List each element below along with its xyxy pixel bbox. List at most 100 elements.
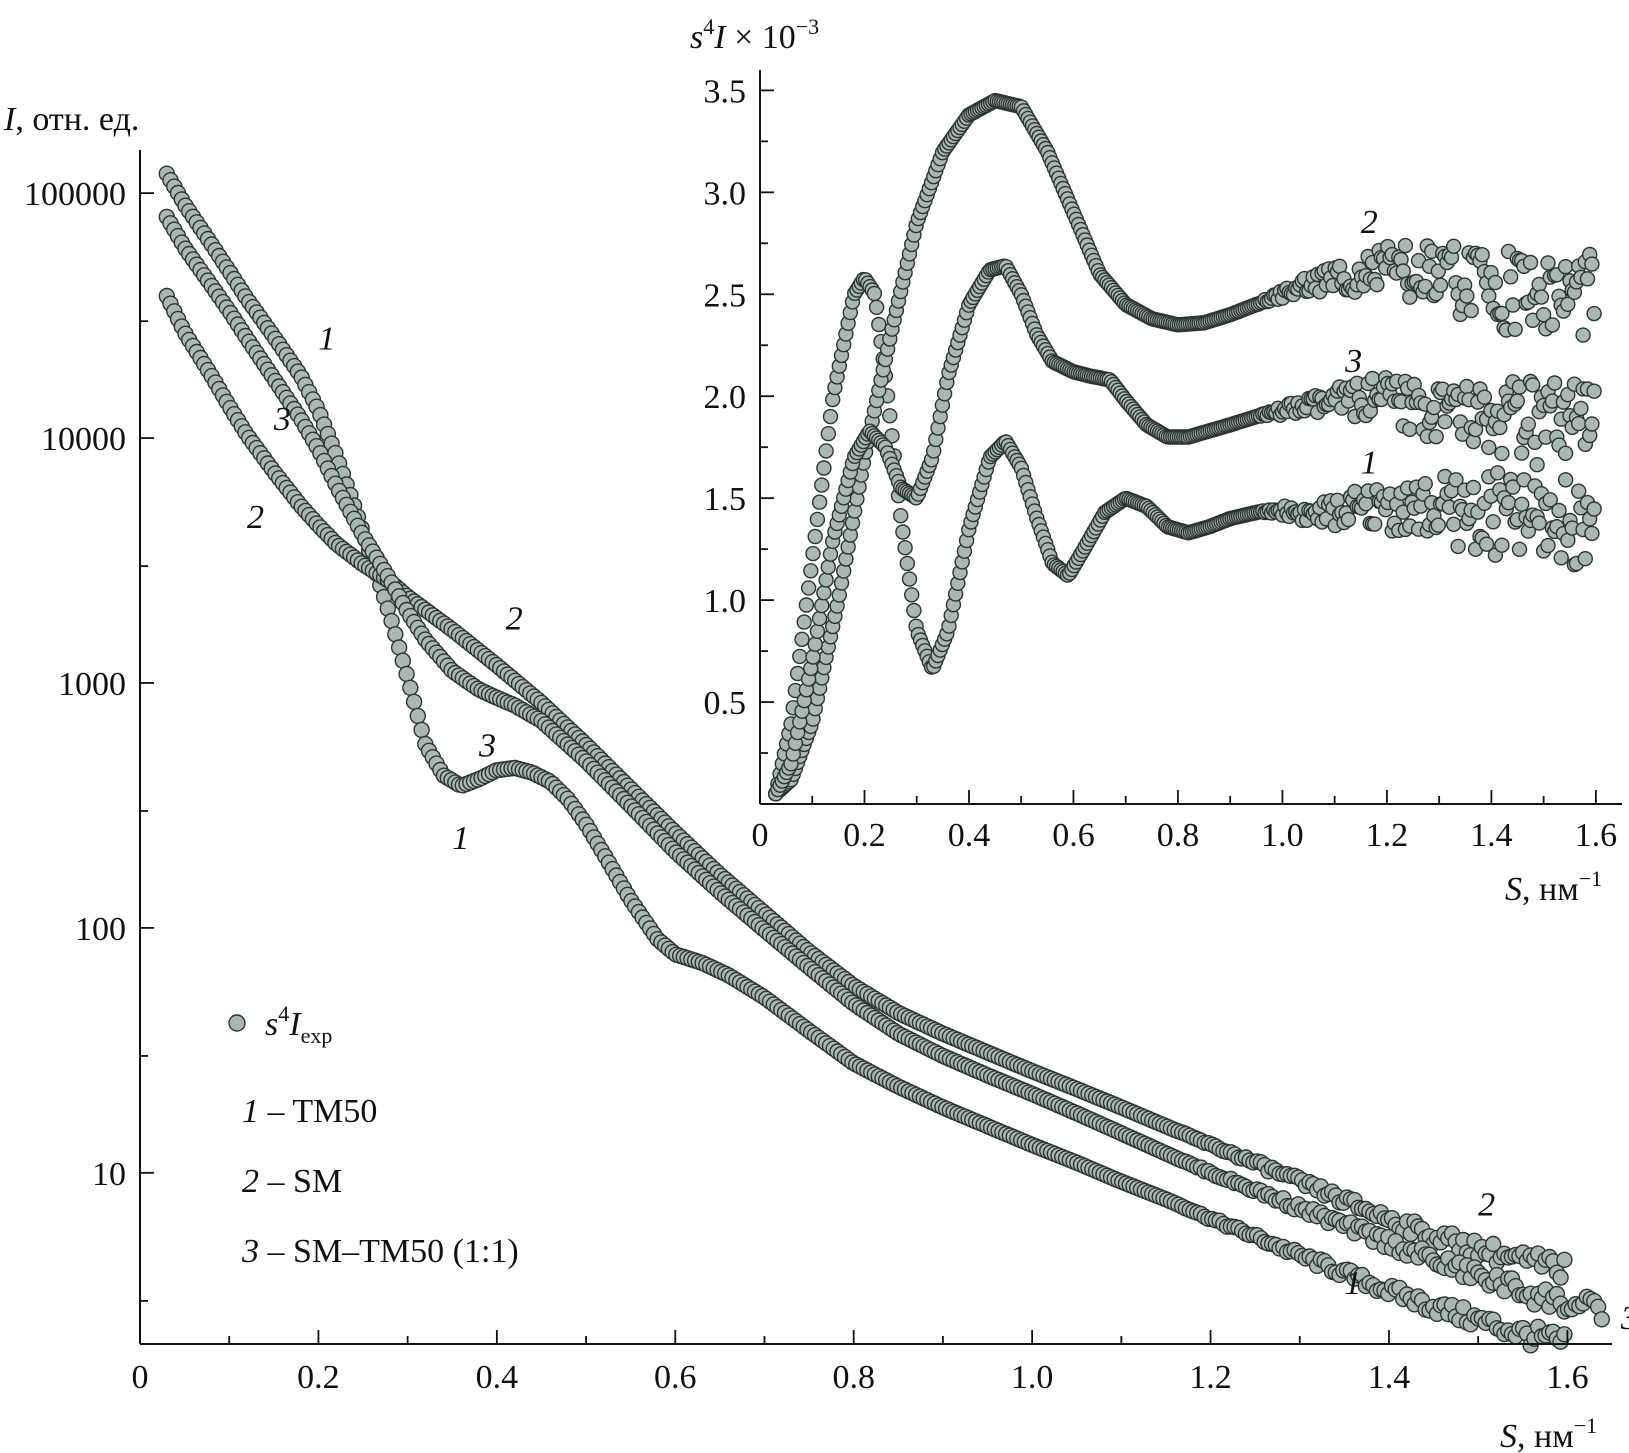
main-x-tick-label: 1.4 bbox=[1368, 1359, 1411, 1396]
inset-ticks: 0 0.2 0.4 0.6 0.8 1.0 1.2 1.4 1.6 0.5 1.0 1.5 2.0 2.5… bbox=[704, 73, 1618, 854]
data-point bbox=[1556, 1251, 1573, 1269]
data-point bbox=[1481, 439, 1497, 456]
inset-y-tick-label: 2.0 bbox=[704, 379, 747, 416]
data-point bbox=[809, 511, 826, 528]
data-point bbox=[413, 721, 430, 739]
main-curve-labels: 1 1 1 2 2 2 3 3 3 bbox=[247, 320, 1629, 1337]
legend-item-2: 2 – SM bbox=[242, 1163, 342, 1200]
data-point bbox=[1557, 445, 1574, 461]
data-point bbox=[1445, 238, 1462, 255]
main-y-axis-title: I, отн. ед. bbox=[3, 101, 139, 138]
data-point bbox=[800, 580, 817, 596]
data-point bbox=[1586, 501, 1602, 517]
data-point bbox=[1432, 277, 1449, 293]
inset-y-tick-label: 3.5 bbox=[704, 73, 747, 110]
data-point bbox=[1430, 517, 1447, 533]
data-point bbox=[1577, 551, 1594, 567]
data-point bbox=[405, 693, 423, 710]
curve-label-3: 3 bbox=[273, 401, 291, 438]
data-point bbox=[893, 508, 909, 524]
data-point bbox=[1454, 1299, 1472, 1316]
data-point bbox=[899, 555, 915, 572]
data-point bbox=[1557, 259, 1574, 275]
main-y-tick-label: 100 bbox=[75, 911, 126, 948]
data-point bbox=[1529, 457, 1545, 473]
data-point bbox=[1542, 492, 1558, 508]
data-point bbox=[805, 545, 821, 562]
data-point bbox=[1463, 302, 1479, 319]
data-point bbox=[1395, 263, 1411, 279]
inset-x-tick-label: 0.4 bbox=[948, 817, 991, 854]
curve-label-2: 2 bbox=[506, 601, 523, 638]
main-data-points bbox=[158, 165, 1611, 1354]
data-point bbox=[1450, 538, 1466, 555]
data-point bbox=[1560, 296, 1576, 312]
data-point bbox=[807, 528, 823, 545]
data-point bbox=[1531, 515, 1547, 531]
inset-curve-labels: 1 2 3 bbox=[1344, 204, 1378, 482]
data-point bbox=[807, 636, 823, 652]
data-point bbox=[1520, 416, 1537, 432]
main-x-tick-label: 1.6 bbox=[1546, 1359, 1589, 1396]
inset-x-tick-label: 0.8 bbox=[1157, 817, 1200, 854]
inset-y-axis-title: s4I × 10−3 bbox=[690, 14, 819, 56]
data-point bbox=[1522, 254, 1539, 271]
data-point bbox=[1476, 389, 1493, 405]
main-y-tick-label: 1000 bbox=[58, 666, 126, 703]
data-point bbox=[1484, 1235, 1502, 1253]
inset-x-axis-title: S, нм−1 bbox=[1505, 866, 1602, 908]
data-point bbox=[1552, 1269, 1569, 1286]
data-point bbox=[1557, 472, 1574, 488]
data-point bbox=[822, 546, 839, 562]
inset-x-tick-label: 0.6 bbox=[1052, 817, 1095, 854]
data-point bbox=[1570, 415, 1587, 432]
data-point bbox=[1494, 445, 1510, 462]
main-y-tick-label: 10 bbox=[92, 1156, 126, 1193]
data-point bbox=[1397, 237, 1414, 254]
data-point bbox=[794, 631, 810, 647]
data-point bbox=[805, 649, 821, 665]
data-point bbox=[1533, 289, 1550, 305]
data-point bbox=[1402, 421, 1418, 437]
curve-label-1: 1 bbox=[1344, 1265, 1361, 1302]
data-point bbox=[1494, 537, 1510, 553]
data-point bbox=[1502, 269, 1519, 285]
data-point bbox=[1586, 383, 1602, 399]
data-point bbox=[1505, 297, 1521, 313]
inset-x-tick-label: 1.4 bbox=[1470, 817, 1513, 854]
data-point bbox=[820, 426, 836, 442]
main-x-tick-label: 1.2 bbox=[1189, 1359, 1232, 1396]
data-point bbox=[904, 587, 920, 603]
curve-label-1: 1 bbox=[452, 820, 469, 857]
data-point bbox=[1509, 393, 1526, 409]
inset-x-tick-label: 0 bbox=[752, 817, 769, 854]
data-point bbox=[882, 408, 898, 424]
data-point bbox=[895, 524, 911, 540]
data-point bbox=[1544, 317, 1561, 333]
inset-x-tick-label: 1.2 bbox=[1366, 817, 1409, 854]
data-point bbox=[814, 477, 830, 493]
data-point bbox=[1505, 479, 1521, 495]
data-point bbox=[1540, 537, 1556, 554]
data-point bbox=[1507, 321, 1523, 337]
data-point bbox=[1579, 271, 1596, 287]
data-point bbox=[818, 443, 834, 459]
data-point bbox=[402, 679, 419, 696]
main-chart: 0 0.2 0.4 0.6 0.8 1.0 1.2 1.4 1.6101001000100001… bbox=[3, 101, 1629, 1453]
data-point bbox=[1593, 1311, 1611, 1328]
data-point bbox=[1556, 1326, 1573, 1343]
data-point bbox=[809, 623, 826, 639]
inset-chart: 0 0.2 0.4 0.6 0.8 1.0 1.2 1.4 1.6 0.5 1.0 1.5 2.0 2.5… bbox=[690, 14, 1622, 908]
data-point bbox=[1586, 305, 1602, 322]
inset-y-tick-label: 0.5 bbox=[704, 685, 747, 722]
inset-y-tick-label: 2.5 bbox=[704, 277, 747, 314]
data-point bbox=[1511, 541, 1528, 557]
data-point bbox=[1492, 419, 1508, 436]
data-point bbox=[1575, 327, 1591, 343]
main-x-tick-label: 0.4 bbox=[476, 1359, 519, 1396]
curve-label-3: 3 bbox=[478, 728, 496, 765]
inset-curve-label-3: 3 bbox=[1344, 343, 1362, 380]
inset-curve-label-2: 2 bbox=[1361, 204, 1378, 241]
data-point bbox=[1524, 377, 1541, 393]
